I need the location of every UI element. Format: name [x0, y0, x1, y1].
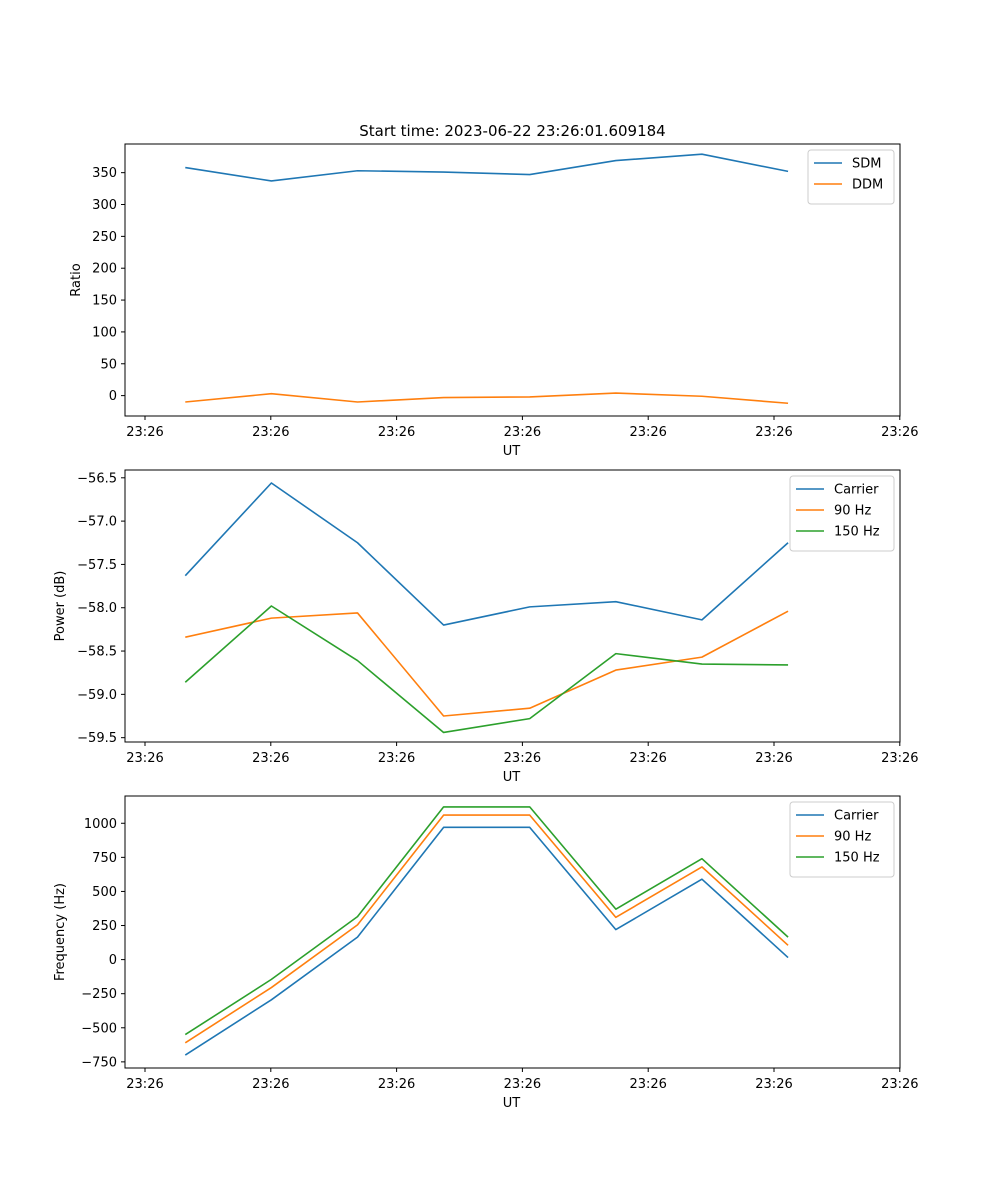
frequency-ytick-label: 250 — [92, 919, 117, 934]
ratio-series-line-ddm — [185, 392, 789, 405]
ratio-ytick-label: 200 — [92, 262, 117, 277]
frequency-legend-label: 150 Hz — [834, 851, 880, 866]
frequency-xtick-label: 23:26 — [629, 1077, 666, 1092]
ratio-xtick-label: 23:26 — [881, 425, 918, 440]
ratio-xtick-label: 23:26 — [629, 425, 666, 440]
power-xtick-label: 23:26 — [378, 751, 415, 766]
ratio-xtick-label: 23:26 — [378, 425, 415, 440]
ratio-ytick-label: 0 — [109, 389, 117, 404]
power-legend-label: 150 Hz — [834, 525, 880, 540]
frequency-ytick-label: 1000 — [84, 817, 117, 832]
frequency-legend-box — [789, 801, 895, 878]
ratio-ytick-label: 50 — [100, 357, 117, 372]
power-panel: 23:26 23:26 23:26 23:26 23:26 23:26 23:26 −59.5… — [53, 469, 919, 785]
power-xtick-label: 23:26 — [504, 751, 541, 766]
frequency-series-line-150-hz — [184, 806, 789, 1036]
power-ytick-label: −58.5 — [77, 645, 117, 660]
frequency-ytick-label: 500 — [92, 885, 117, 900]
frequency-panel: 23:26 23:26 23:26 23:26 23:26 23:26 23:26 −750 −… — [53, 795, 919, 1111]
frequency-xtick-label: 23:26 — [755, 1077, 792, 1092]
power-axes-frame — [124, 469, 901, 743]
frequency-xtick-label: 23:26 — [504, 1077, 541, 1092]
power-legend: Carrier 90 Hz 150 Hz — [789, 475, 895, 552]
power-series-group — [184, 482, 789, 734]
frequency-yaxis-label: Frequency (Hz) — [53, 883, 68, 981]
ratio-xtick-label: 23:26 — [126, 425, 163, 440]
power-series-line-90-hz — [185, 610, 789, 717]
frequency-axes-frame — [124, 795, 901, 1069]
frequency-ytick-label: −500 — [81, 1021, 117, 1036]
power-xtick-label: 23:26 — [629, 751, 666, 766]
ratio-ytick-label: 350 — [92, 166, 117, 181]
ratio-series-line-sdm — [185, 153, 789, 182]
ratio-legend: SDM DDM — [807, 149, 895, 205]
power-ytick-label: −59.0 — [77, 688, 117, 703]
ratio-ytick-label: 100 — [92, 325, 117, 340]
power-legend-label: 90 Hz — [834, 504, 871, 519]
frequency-ytick-label: 750 — [92, 851, 117, 866]
power-yaxis-label: Power (dB) — [53, 571, 68, 642]
ratio-legend-label: DDM — [852, 178, 883, 193]
power-series-line-carrier — [184, 482, 789, 626]
frequency-xtick-label: 23:26 — [881, 1077, 918, 1092]
frequency-xtick-label: 23:26 — [252, 1077, 289, 1092]
power-xtick-label: 23:26 — [252, 751, 289, 766]
frequency-legend-label: Carrier — [834, 809, 879, 824]
ratio-yaxis-label: Ratio — [69, 263, 84, 296]
power-series-line-150-hz — [184, 605, 789, 734]
power-xaxis-label: UT — [503, 770, 521, 785]
power-xtick-label: 23:26 — [126, 751, 163, 766]
ratio-ytick-label: 250 — [92, 230, 117, 245]
ratio-xtick-label: 23:26 — [755, 425, 792, 440]
ratio-ytick-label: 300 — [92, 198, 117, 213]
ratio-legend-label: SDM — [852, 157, 881, 172]
ratio-xtick-label: 23:26 — [252, 425, 289, 440]
frequency-series-group — [184, 806, 789, 1056]
frequency-ytick-label: −250 — [81, 987, 117, 1002]
power-ytick-label: −57.0 — [77, 515, 117, 530]
frequency-series-line-90-hz — [184, 814, 789, 1044]
frequency-xtick-label: 23:26 — [378, 1077, 415, 1092]
figure-title: Start time: 2023-06-22 23:26:01.609184 — [359, 122, 665, 140]
frequency-xaxis-label: UT — [503, 1096, 521, 1111]
ratio-axes-frame — [124, 143, 901, 417]
power-ytick-label: −57.5 — [77, 558, 117, 573]
power-xtick-label: 23:26 — [881, 751, 918, 766]
panels: 23:26 23:26 23:26 23:26 23:26 23:26 23:26 0 50 10… — [53, 143, 919, 1111]
ratio-xtick-label: 23:26 — [504, 425, 541, 440]
ratio-series-group — [185, 153, 789, 405]
frequency-series-line-carrier — [184, 826, 789, 1056]
power-ytick-label: −58.0 — [77, 601, 117, 616]
power-ytick-label: −56.5 — [77, 471, 117, 486]
frequency-ytick-label: 0 — [109, 953, 117, 968]
frequency-xtick-label: 23:26 — [126, 1077, 163, 1092]
ratio-panel: 23:26 23:26 23:26 23:26 23:26 23:26 23:26 0 50 10… — [69, 143, 919, 459]
frequency-legend-label: 90 Hz — [834, 830, 871, 845]
ratio-xaxis-label: UT — [503, 444, 521, 459]
frequency-ytick-label: −750 — [81, 1055, 117, 1070]
ratio-ytick-label: 150 — [92, 294, 117, 309]
power-legend-box — [789, 475, 895, 552]
power-legend-label: Carrier — [834, 483, 879, 498]
power-ytick-label: −59.5 — [77, 731, 117, 746]
power-xtick-label: 23:26 — [755, 751, 792, 766]
frequency-legend: Carrier 90 Hz 150 Hz — [789, 801, 895, 878]
